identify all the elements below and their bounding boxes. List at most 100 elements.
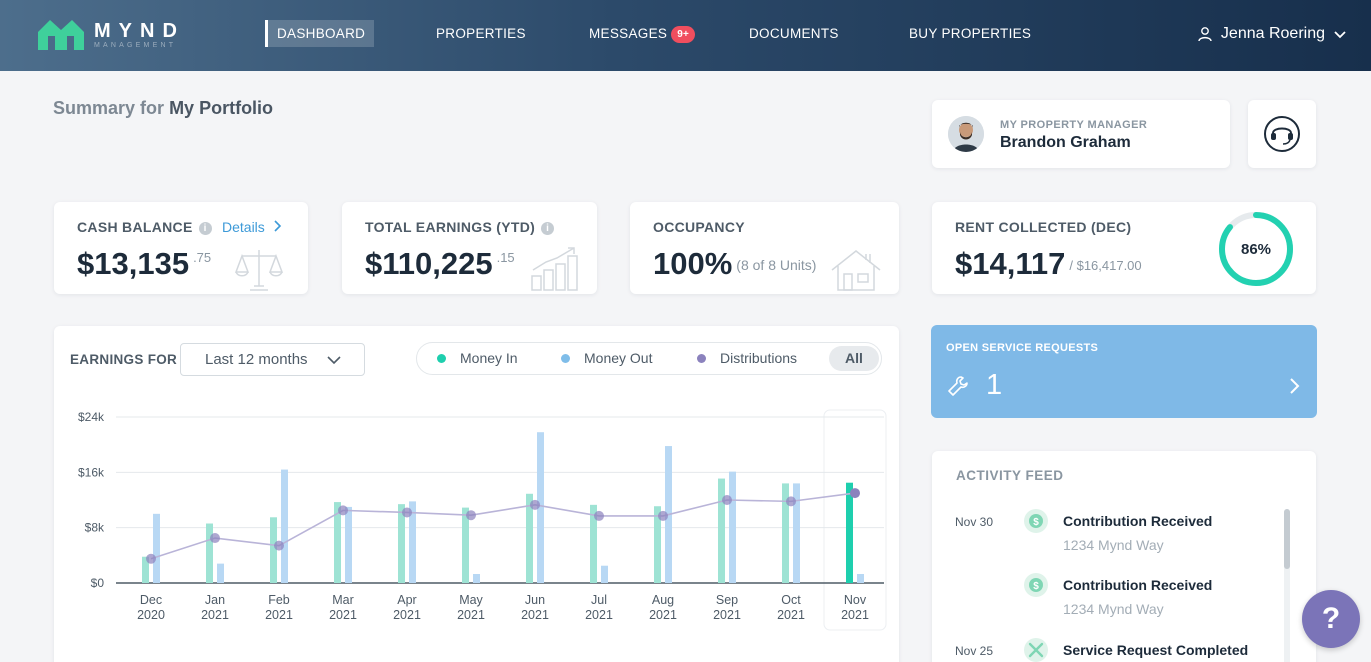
- x-tick-label-month: Aug: [652, 593, 674, 607]
- rent-collected-total: / $16,417.00: [1069, 258, 1142, 273]
- activity-feed-card: ACTIVITY FEED Nov 30 $ Contribution Rece…: [932, 451, 1316, 662]
- house-logo-icon: [38, 20, 84, 50]
- nav-properties-label: PROPERTIES: [436, 26, 526, 41]
- chevron-right-icon: [1290, 378, 1300, 394]
- distribution-point: [338, 505, 348, 516]
- x-tick-label-month: Dec: [140, 593, 162, 607]
- x-tick-label-year: 2021: [713, 608, 741, 622]
- open-service-requests-card[interactable]: OPEN SERVICE REQUESTS 1: [931, 325, 1317, 418]
- money-in-dot: [437, 354, 446, 363]
- headset-icon: [1264, 116, 1300, 152]
- bar-money-in: [142, 556, 149, 583]
- bar-money-in: [206, 523, 213, 583]
- legend-distributions[interactable]: Distributions: [697, 343, 797, 374]
- distribution-point: [402, 507, 412, 518]
- legend-money-in[interactable]: Money In: [437, 343, 518, 374]
- activity-subtitle: 1234 Mynd Way: [1063, 537, 1164, 553]
- earnings-range-select[interactable]: Last 12 months: [180, 343, 365, 376]
- x-tick-label-year: 2021: [457, 608, 485, 622]
- legend-all-toggle[interactable]: All: [829, 346, 879, 371]
- user-menu[interactable]: Jenna Roering: [1197, 20, 1347, 47]
- occupancy-card: OCCUPANCY 100% (8 of 8 Units): [630, 202, 899, 294]
- bar-money-out: [345, 506, 352, 583]
- x-tick-label-year: 2021: [777, 608, 805, 622]
- nav-messages[interactable]: MESSAGES 9+: [589, 20, 696, 47]
- rent-collected-card: RENT COLLECTED (DEC) $14,117/ $16,417.00…: [932, 202, 1316, 294]
- distributions-line: [150, 492, 856, 560]
- nav-properties[interactable]: PROPERTIES: [436, 20, 526, 47]
- earnings-for-label: EARNINGS FOR: [70, 352, 178, 367]
- nav-dashboard[interactable]: DASHBOARD: [265, 20, 375, 47]
- mynd-logo[interactable]: MYND MANAGEMENT: [36, 16, 186, 52]
- total-earnings-card: TOTAL EARNINGS (YTD) i $110,225.15: [342, 202, 597, 294]
- activity-title: Service Request Completed: [1063, 642, 1249, 658]
- cash-balance-card: CASH BALANCE i Details $13,135.75: [54, 202, 308, 294]
- total-earnings-label: TOTAL EARNINGS (YTD) i: [365, 219, 555, 235]
- legend-money-out[interactable]: Money Out: [561, 343, 652, 374]
- total-earnings-cents: .15: [496, 250, 515, 265]
- svg-text:$: $: [1033, 581, 1039, 592]
- cash-balance-label: CASH BALANCE i: [77, 219, 212, 235]
- help-button[interactable]: ?: [1302, 590, 1360, 648]
- legend-distributions-label: Distributions: [720, 350, 798, 366]
- x-tick-label-year: 2021: [393, 608, 421, 622]
- property-manager-name: Brandon Graham: [1000, 134, 1131, 151]
- details-link-text: Details: [222, 219, 265, 235]
- bar-money-in: [718, 478, 725, 583]
- cash-balance-amount: $13,135: [77, 246, 190, 281]
- top-nav-bar: MYND MANAGEMENT DASHBOARD PROPERTIES MES…: [0, 0, 1371, 71]
- nav-documents[interactable]: DOCUMENTS: [749, 20, 839, 47]
- growth-chart-icon: [531, 247, 578, 291]
- bar-money-in: [846, 482, 853, 583]
- property-manager-card[interactable]: MY PROPERTY MANAGER Brandon Graham: [932, 100, 1230, 168]
- activity-subtitle: 1234 Mynd Way: [1063, 601, 1164, 617]
- chevron-down-icon: [327, 356, 341, 365]
- nav-buy-properties-label: BUY PROPERTIES: [909, 26, 1032, 41]
- x-tick-label-month: Jan: [205, 593, 225, 607]
- rent-collected-amount: $14,117: [955, 246, 1066, 281]
- cash-balance-details-link[interactable]: Details: [222, 219, 283, 235]
- info-icon[interactable]: i: [198, 222, 212, 235]
- bar-money-in: [398, 504, 405, 583]
- user-name: Jenna Roering: [1220, 25, 1325, 42]
- nav-buy-properties[interactable]: BUY PROPERTIES: [909, 20, 1031, 47]
- scrollbar-thumb[interactable]: [1284, 509, 1290, 569]
- bar-money-in: [270, 517, 277, 583]
- avatar: [948, 116, 984, 152]
- earnings-panel: EARNINGS FOR Last 12 months Money In Mon…: [54, 326, 899, 662]
- info-icon[interactable]: i: [541, 222, 555, 235]
- x-tick-label-month: Nov: [844, 593, 867, 607]
- bar-money-in: [782, 483, 789, 583]
- occupancy-percent: 100%: [653, 246, 733, 281]
- x-tick-label-month: Apr: [397, 593, 416, 607]
- distribution-point: [146, 553, 156, 564]
- rent-collected-label: RENT COLLECTED (DEC): [955, 219, 1132, 235]
- page-title: Summary for My Portfolio: [53, 98, 273, 119]
- distribution-point: [210, 533, 220, 544]
- x-tick-label-year: 2021: [649, 608, 677, 622]
- occupancy-value: 100% (8 of 8 Units): [653, 246, 816, 282]
- user-icon: [1198, 26, 1212, 41]
- activity-date: Nov 30: [955, 515, 994, 529]
- distribution-point: [530, 499, 540, 510]
- bar-money-in: [654, 506, 661, 583]
- portfolio-name: My Portfolio: [169, 98, 274, 118]
- bar-money-out: [793, 483, 800, 583]
- x-tick-label-year: 2021: [201, 608, 229, 622]
- distribution-point: [722, 495, 732, 505]
- house-icon: [831, 250, 881, 291]
- property-manager-label: MY PROPERTY MANAGER: [1000, 119, 1148, 131]
- support-button[interactable]: [1248, 100, 1316, 168]
- y-tick-label: $0: [91, 576, 105, 590]
- x-tick-label-year: 2021: [841, 608, 869, 622]
- bar-money-in: [462, 507, 469, 583]
- highlight-column: [823, 409, 887, 631]
- bar-money-out: [281, 469, 288, 583]
- bar-money-out: [537, 432, 544, 583]
- activity-scrollbar[interactable]: [1284, 509, 1290, 662]
- y-tick-label: $16k: [78, 465, 105, 479]
- cash-balance-label-text: CASH BALANCE: [77, 219, 193, 235]
- cash-balance-value: $13,135.75: [77, 246, 211, 282]
- cash-balance-cents: .75: [193, 250, 212, 265]
- rent-percent-label: 86%: [1241, 241, 1271, 258]
